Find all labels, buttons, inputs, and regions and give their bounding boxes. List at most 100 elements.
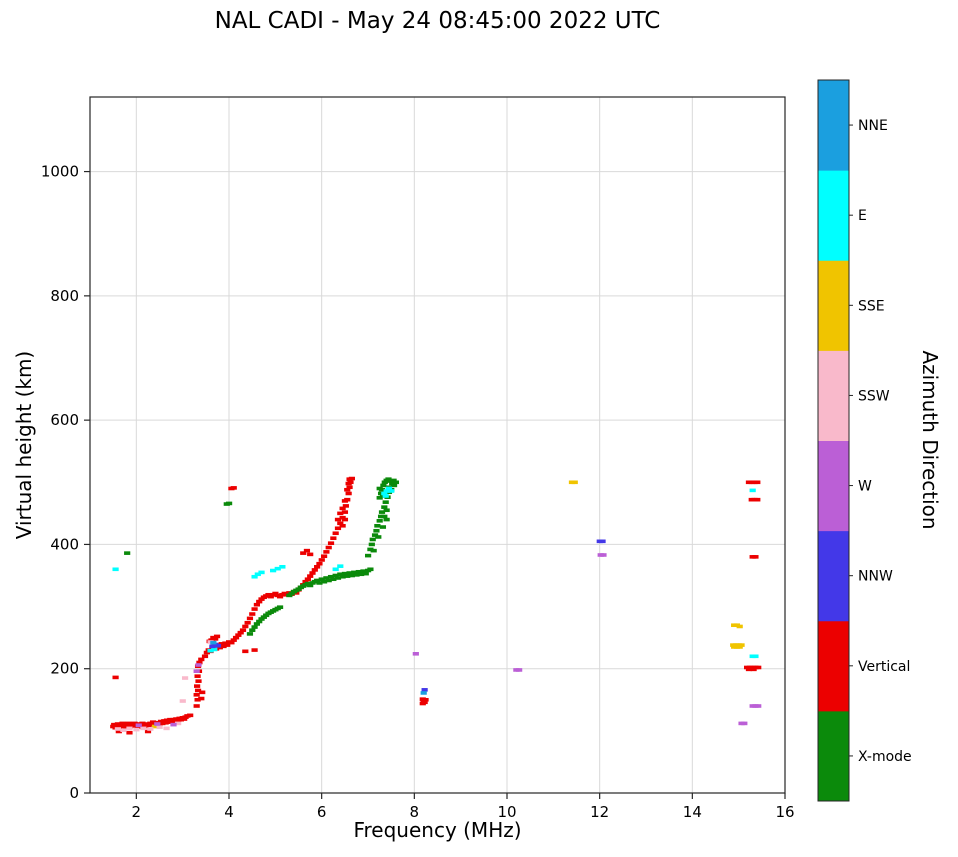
- data-point: [193, 704, 200, 708]
- data-point: [112, 567, 119, 572]
- x-axis-label: Frequency (MHz): [353, 818, 522, 842]
- series-NNE: [210, 640, 427, 695]
- data-point: [316, 561, 323, 566]
- y-tick-label: 800: [50, 287, 79, 305]
- data-point: [210, 640, 217, 645]
- data-point: [220, 644, 227, 649]
- data-point: [115, 729, 122, 734]
- data-point: [194, 674, 201, 678]
- data-point: [162, 720, 169, 725]
- data-point: [332, 567, 339, 572]
- data-point: [383, 489, 390, 493]
- data-point: [355, 569, 362, 574]
- data-point: [198, 696, 205, 701]
- data-point: [741, 721, 748, 726]
- data-point: [600, 553, 607, 557]
- data-point: [163, 718, 171, 723]
- data-point: [339, 515, 346, 520]
- colorbar-segment-E: [818, 170, 849, 261]
- x-tick-label: 16: [775, 803, 794, 821]
- data-point: [314, 578, 321, 583]
- data-point: [383, 517, 390, 522]
- data-point: [159, 721, 166, 726]
- data-point: [242, 649, 249, 654]
- data-point: [171, 719, 178, 723]
- data-point: [381, 491, 388, 496]
- data-point: [256, 619, 263, 624]
- data-point: [181, 717, 188, 721]
- data-point: [286, 593, 293, 598]
- y-tick-label: 1000: [41, 163, 79, 181]
- data-point: [362, 571, 369, 576]
- data-point: [376, 496, 383, 500]
- data-point: [267, 594, 274, 599]
- data-point: [385, 477, 392, 481]
- data-point: [325, 545, 332, 550]
- x-tick-label: 14: [683, 803, 702, 821]
- data-point: [390, 483, 398, 488]
- data-point: [316, 581, 323, 585]
- data-point: [344, 487, 351, 492]
- data-point: [374, 523, 381, 528]
- data-point: [752, 654, 759, 659]
- data-point: [140, 726, 147, 731]
- data-point: [157, 719, 165, 724]
- data-point: [208, 638, 215, 642]
- data-point: [323, 576, 330, 580]
- data-point: [199, 690, 206, 695]
- data-point: [232, 635, 240, 640]
- data-point: [147, 727, 154, 731]
- data-point: [381, 505, 388, 509]
- colorbar-segment-SSW: [818, 350, 849, 441]
- colorbar-segment-NNE: [818, 80, 849, 171]
- data-point: [377, 514, 385, 519]
- chart-title: NAL CADI - May 24 08:45:00 2022 UTC: [214, 8, 661, 34]
- data-point: [131, 721, 138, 726]
- data-point: [360, 569, 367, 573]
- data-point: [325, 578, 332, 583]
- data-point: [334, 526, 342, 531]
- tick-labels: 2 4 6 8 10 12 14 16 0 200 400 600 800 1000: [41, 163, 795, 821]
- data-point: [752, 555, 759, 559]
- colorbar-border: [817, 79, 850, 802]
- data-point: [235, 633, 242, 637]
- data-point: [419, 697, 426, 701]
- data-point: [124, 551, 131, 555]
- data-point: [253, 602, 260, 607]
- x-tick-label: 2: [132, 803, 142, 821]
- data-point: [320, 554, 328, 559]
- data-point: [114, 727, 121, 731]
- colorbar-segment-X-mode: [818, 710, 849, 802]
- data-point: [112, 675, 119, 680]
- data-point: [738, 643, 745, 647]
- data-point: [346, 571, 353, 575]
- data-point: [342, 504, 349, 508]
- data-point: [332, 531, 339, 536]
- data-point: [230, 638, 237, 642]
- data-point: [389, 481, 396, 486]
- data-point: [181, 676, 189, 680]
- data-point: [237, 630, 244, 635]
- data-point: [120, 728, 127, 733]
- data-points: [110, 476, 762, 735]
- data-point: [382, 494, 389, 498]
- data-point: [318, 558, 325, 562]
- data-point: [309, 571, 316, 575]
- data-point: [151, 724, 159, 729]
- data-point: [337, 572, 344, 577]
- data-point: [126, 724, 134, 729]
- data-point: [134, 725, 141, 729]
- data-point: [370, 548, 377, 553]
- data-point: [130, 724, 137, 728]
- data-point: [516, 668, 523, 672]
- data-point: [251, 607, 258, 611]
- data-point: [179, 699, 186, 703]
- data-point: [382, 500, 389, 504]
- data-point: [212, 637, 219, 641]
- data-point: [126, 730, 133, 735]
- data-point: [341, 510, 349, 514]
- data-point: [246, 616, 254, 621]
- data-point: [390, 478, 397, 483]
- data-point: [347, 480, 354, 485]
- data-point: [224, 643, 231, 647]
